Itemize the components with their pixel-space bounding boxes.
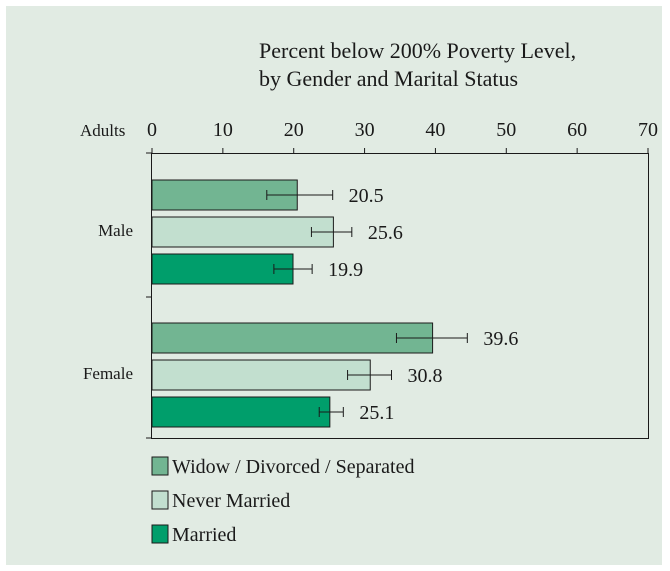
x-tick-label: 40: [425, 119, 445, 141]
legend-swatch: [151, 490, 169, 510]
x-tick-label: 70: [638, 119, 658, 141]
category-label: Female: [83, 364, 133, 383]
bar-marks: 20.5 25.619.9 39.6 30.8 25.1: [151, 179, 518, 428]
category-label: Male: [98, 221, 133, 240]
x-tick-label: 20: [284, 119, 304, 141]
x-tick-label: 10: [213, 119, 233, 141]
bar: [151, 396, 331, 428]
legend-label: Never Married: [172, 490, 290, 512]
bar: [151, 322, 434, 354]
data-label: 19.9: [328, 259, 363, 281]
data-label: 39.6: [483, 328, 518, 350]
bar-chart: Percent below 200% Poverty Level, by Gen…: [80, 38, 658, 546]
x-tick-label: 0: [147, 119, 157, 141]
legend-swatch: [151, 524, 169, 544]
plot-frame: [151, 153, 649, 439]
x-tick-label: 50: [496, 119, 516, 141]
axis-prefix-label: Adults: [80, 121, 125, 140]
category-labels: Male Female: [83, 152, 152, 439]
chart-panel: Percent below 200% Poverty Level, by Gen…: [6, 6, 662, 565]
legend-label: Married: [172, 524, 236, 546]
chart-title-line-2: by Gender and Marital Status: [259, 66, 518, 91]
bar: [151, 359, 371, 391]
legend: Widow / Divorced / Separated Never Marrie…: [151, 456, 414, 546]
x-tick-label: 60: [567, 119, 587, 141]
chart-title-line-1: Percent below 200% Poverty Level,: [259, 38, 576, 63]
bar: [151, 253, 294, 285]
data-label: 30.8: [407, 365, 442, 387]
data-label: 25.1: [359, 402, 394, 424]
legend-label: Widow / Divorced / Separated: [172, 456, 414, 478]
bar: [151, 216, 334, 248]
data-label: 20.5: [349, 185, 384, 207]
x-tick-label: 30: [355, 119, 375, 141]
legend-swatch: [151, 456, 169, 476]
data-label: 25.6: [368, 222, 403, 244]
x-axis-ticks: 0 10 20 30 40 50 60 70: [147, 119, 658, 153]
